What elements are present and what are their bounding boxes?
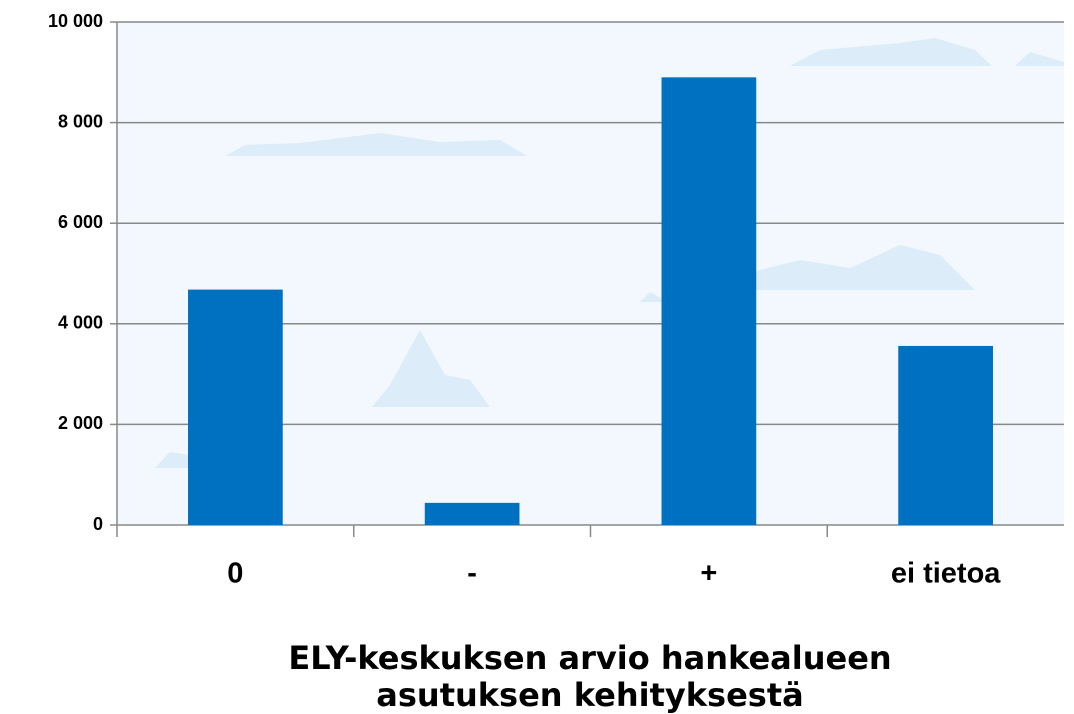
y-tick-label: 0	[93, 514, 103, 534]
x-tick-label: 0	[227, 558, 243, 590]
bar	[662, 77, 757, 525]
y-tick-label: 6 000	[58, 212, 103, 232]
y-tick-label: 4 000	[58, 313, 103, 333]
chart: ELY-keskuksen arvio hankealueen asutukse…	[0, 0, 1074, 714]
x-tick-label: -	[467, 558, 477, 590]
x-tick-label: +	[700, 558, 717, 590]
bar	[188, 290, 283, 525]
y-tick-label: 8 000	[58, 111, 103, 131]
y-tick-label: 10 000	[48, 11, 103, 31]
bar	[898, 346, 993, 525]
x-tick-label: ei tietoa	[891, 558, 1001, 590]
x-axis-label: ELY-keskuksen arvio hankealueen	[288, 639, 891, 677]
y-tick-label: 2 000	[58, 413, 103, 433]
bar	[425, 503, 520, 525]
x-axis-label: asutuksen kehityksestä	[376, 676, 803, 714]
